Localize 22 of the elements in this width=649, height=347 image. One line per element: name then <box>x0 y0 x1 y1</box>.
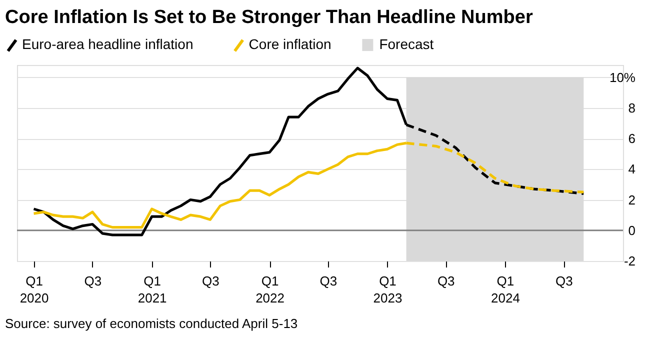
x-tick-label: Q3 <box>555 274 573 288</box>
x-tick-label: Q1 2022 <box>256 274 284 306</box>
y-tick-label: 0 <box>628 222 636 238</box>
source-note: Source: survey of economists conducted April 5-13 <box>5 316 298 331</box>
x-tick-label: Q1 2020 <box>20 274 49 306</box>
x-tick-label: Q3 <box>437 274 455 288</box>
x-tick-label: Q3 <box>84 274 102 288</box>
legend-label: Euro-area headline inflation <box>22 36 194 52</box>
x-tick-label: Q1 2021 <box>138 274 167 306</box>
x-tick-label: Q3 <box>320 274 338 288</box>
y-tick-label: 4 <box>628 162 636 177</box>
y-tick-label: 8 <box>628 100 636 116</box>
chart-title: Core Inflation Is Set to Be Stronger Than Headline Number <box>5 7 534 28</box>
y-tick-label: 2 <box>628 192 636 208</box>
x-tick-label: Q1 2023 <box>373 274 402 306</box>
x-tick-label: Q3 <box>202 274 220 288</box>
y-tick-label: 6 <box>628 131 636 146</box>
legend-label: Forecast <box>379 36 434 52</box>
y-tick-label: 10% <box>609 70 636 85</box>
x-tick-label: Q1 2024 <box>491 274 520 306</box>
legend-label: Core inflation <box>248 36 332 52</box>
y-tick-label: -2 <box>624 254 636 268</box>
